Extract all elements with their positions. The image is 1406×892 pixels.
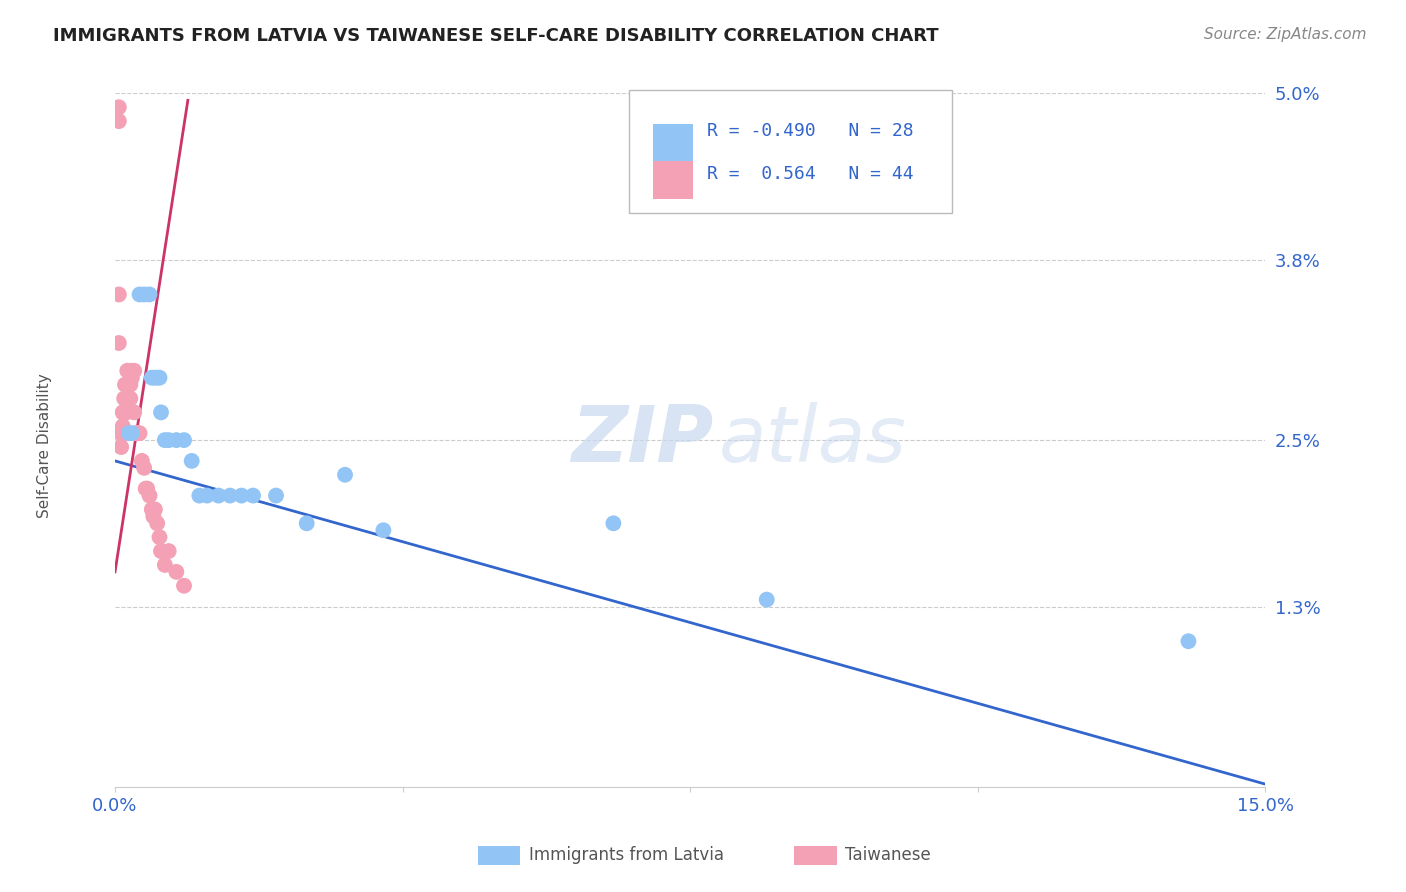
Point [114,377,136,392]
Point [108,100,131,114]
Point [143,502,166,516]
Point [128,287,150,301]
Point [141,502,163,516]
Point [150,544,173,558]
Text: Self-Care Disability: Self-Care Disability [38,374,52,518]
Point [111,405,134,419]
Point [134,460,156,475]
Point [148,370,170,384]
Point [127,426,149,441]
Point [146,370,169,384]
Text: atlas: atlas [718,402,907,478]
Point [138,287,160,301]
Point [173,579,195,593]
Point [333,467,356,482]
Point [150,405,173,419]
Point [134,287,156,301]
Point [112,405,135,419]
Text: Taiwanese: Taiwanese [845,847,931,864]
Point [157,433,180,447]
Point [122,405,145,419]
Point [122,364,145,378]
Point [242,489,264,503]
Point [142,509,165,524]
Point [117,364,139,378]
Point [180,454,202,468]
Point [120,392,142,406]
Point [125,426,148,441]
Point [131,454,153,468]
Point [135,482,157,496]
Point [264,489,287,503]
Point [165,565,187,579]
Point [121,370,143,384]
Point [111,419,134,434]
Text: R =  0.564   N = 44: R = 0.564 N = 44 [707,165,914,183]
Point [125,426,148,441]
Point [165,433,187,447]
Point [173,433,195,447]
Point [148,530,170,544]
Point [120,377,142,392]
Text: Immigrants from Latvia: Immigrants from Latvia [529,847,724,864]
Point [111,426,134,441]
Text: Source: ZipAtlas.com: Source: ZipAtlas.com [1204,27,1367,42]
Text: ZIP: ZIP [571,402,713,478]
Point [143,370,166,384]
Text: IMMIGRANTS FROM LATVIA VS TAIWANESE SELF-CARE DISABILITY CORRELATION CHART: IMMIGRANTS FROM LATVIA VS TAIWANESE SELF… [53,27,939,45]
Point [108,336,131,351]
Point [153,433,176,447]
Point [118,377,141,392]
Point [188,489,211,503]
Point [153,558,176,572]
Point [128,426,150,441]
Point [121,426,143,441]
Text: R = -0.490   N = 28: R = -0.490 N = 28 [707,122,914,140]
Point [115,392,138,406]
Point [118,392,141,406]
Point [115,405,138,419]
Point [141,370,163,384]
Point [157,544,180,558]
Point [118,426,141,441]
Point [207,489,229,503]
Point [117,377,139,392]
Point [195,489,218,503]
Point [110,440,132,454]
Point [114,426,136,441]
Point [108,287,131,301]
Point [121,364,143,378]
Point [146,516,169,531]
Point [138,489,160,503]
Point [110,426,132,441]
Point [755,592,778,607]
Point [231,489,253,503]
Point [373,523,395,537]
Point [295,516,318,531]
Point [602,516,624,531]
Point [1177,634,1199,648]
Point [108,114,131,128]
Point [112,392,135,406]
Point [219,489,242,503]
Point [136,482,159,496]
